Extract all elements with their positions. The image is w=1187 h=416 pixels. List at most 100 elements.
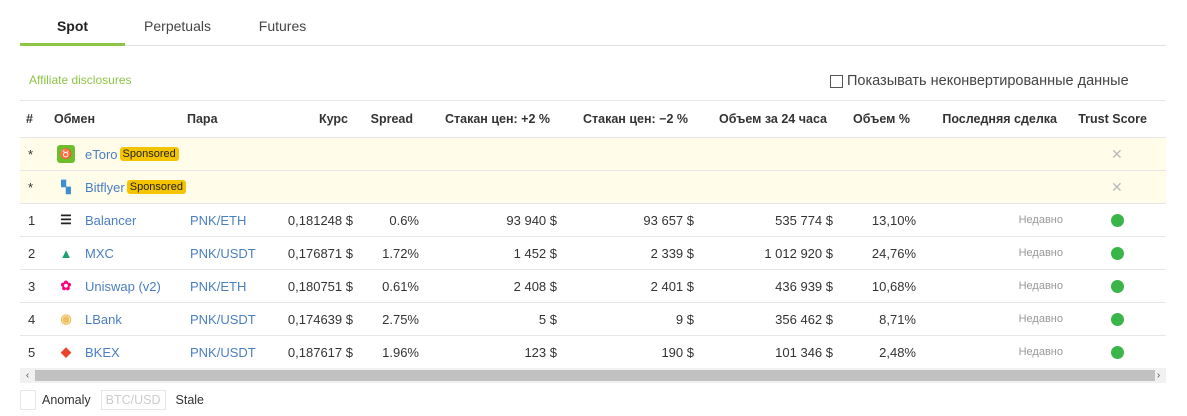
depth-minus-cell: 2 339 $ [650, 245, 694, 261]
spread-cell: 1.72% [382, 245, 419, 261]
show-unconverted-toggle[interactable]: Показывать неконвертированные данные [830, 73, 1129, 89]
scrollbar-thumb[interactable] [35, 370, 1155, 381]
tab-futures[interactable]: Futures [258, 18, 307, 34]
volume-cell: 101 346 $ [775, 344, 833, 360]
uniswap-logo-icon: ✿ [60, 278, 72, 293]
pair-link[interactable]: PNK/ETH [190, 278, 247, 294]
exchange-link[interactable]: Bitflyer [85, 179, 125, 195]
exchange-cell: ◆ BKEX [57, 336, 120, 368]
exchange-link[interactable]: LBank [85, 311, 122, 327]
col-last-trade[interactable]: Последняя сделка [942, 112, 1057, 126]
col-spread[interactable]: Spread [370, 112, 413, 126]
volume-cell: 535 774 $ [775, 212, 833, 228]
table-row[interactable]: 4 ◉ LBank PNK/USDT 0,174639 $ 2.75% 5 $ 9 $ 356 … [20, 303, 1166, 336]
exchange-cell: ♉ eToro Sponsored [57, 138, 179, 170]
tab-perpetuals[interactable]: Perpetuals [144, 18, 211, 34]
spread-cell: 0.61% [382, 278, 419, 294]
row-num: 4 [28, 311, 36, 327]
exchange-cell: ▲ MXC [57, 237, 114, 269]
depth-minus-cell: 190 $ [661, 344, 694, 360]
last-trade-cell: Недавно [1018, 346, 1063, 358]
col-trust-score[interactable]: Trust Score [1078, 112, 1147, 126]
exchange-link[interactable]: eToro [85, 146, 118, 162]
scroll-right-icon[interactable]: › [1156, 370, 1161, 381]
table-row[interactable]: 3 ✿ Uniswap (v2) PNK/ETH 0,180751 $ 0.61% 2 40… [20, 270, 1166, 303]
spread-cell: 0.6% [389, 212, 419, 228]
pair-link[interactable]: PNK/USDT [190, 245, 256, 261]
depth-plus-cell: 2 408 $ [513, 278, 557, 294]
depth-plus-cell: 5 $ [538, 311, 557, 327]
trust-score-dot-icon [1111, 213, 1124, 227]
sponsored-badge: Sponsored [126, 180, 186, 194]
legend-anomaly: Anomaly [42, 393, 91, 407]
volume-pct-cell: 2,48% [879, 344, 916, 360]
trust-score-cell [1111, 237, 1124, 269]
depth-minus-cell: 93 657 $ [643, 212, 694, 228]
last-trade-cell: Недавно [1018, 247, 1063, 259]
legend: Anomaly BTC/USD Stale [20, 390, 214, 410]
bkex-logo-icon: ◆ [61, 344, 71, 359]
scroll-left-icon[interactable]: ‹ [25, 370, 30, 381]
trust-score-dot-icon [1111, 246, 1124, 260]
bitflyer-logo-icon: ▚ [61, 180, 71, 194]
col-depth-minus[interactable]: Стакан цен: −2 % [583, 112, 688, 126]
last-trade-cell: Недавно [1018, 214, 1063, 226]
unconverted-checkbox[interactable] [830, 74, 843, 88]
price-cell: 0,187617 $ [287, 344, 353, 360]
pair-link[interactable]: PNK/USDT [190, 311, 256, 327]
exchange-link[interactable]: Uniswap (v2) [85, 278, 161, 294]
row-num: 1 [28, 212, 36, 228]
depth-minus-cell: 9 $ [675, 311, 694, 327]
table-row[interactable]: 5 ◆ BKEX PNK/USDT 0,187617 $ 1.96% 123 $ 190 $ 1… [20, 336, 1166, 369]
tab-spot[interactable]: Spot [20, 0, 125, 46]
col-exchange[interactable]: Обмен [54, 112, 96, 126]
exchange-cell: ◉ LBank [57, 303, 122, 335]
col-num: # [26, 112, 33, 126]
anomaly-swatch [20, 390, 36, 410]
volume-cell: 1 012 920 $ [764, 245, 833, 261]
close-icon[interactable]: ✕ [1111, 178, 1123, 195]
col-depth-plus[interactable]: Стакан цен: +2 % [445, 112, 550, 126]
close-icon[interactable]: ✕ [1111, 145, 1123, 162]
horizontal-scrollbar[interactable]: ‹ › [20, 368, 1166, 383]
col-price[interactable]: Курс [318, 112, 348, 126]
volume-cell: 356 462 $ [775, 311, 833, 327]
exchange-cell: ☰ Balancer [57, 204, 136, 236]
exchange-link[interactable]: Balancer [85, 212, 137, 228]
legend-stale: Stale [175, 393, 205, 407]
sponsored-badge: Sponsored [119, 147, 179, 161]
trust-score-cell [1111, 270, 1124, 302]
table-header: # Обмен Пара Курс Spread Стакан цен: +2 … [20, 100, 1166, 138]
row-num: 3 [28, 278, 36, 294]
price-cell: 0,174639 $ [287, 311, 353, 327]
mxc-logo-icon: ▲ [59, 245, 73, 261]
row-num: * [28, 146, 34, 162]
table-row[interactable]: 1 ☰ Balancer PNK/ETH 0,181248 $ 0.6% 93 940 $ 9… [20, 204, 1166, 237]
volume-pct-cell: 24,76% [871, 245, 916, 261]
row-num: 5 [28, 344, 36, 360]
affiliate-disclosures-link[interactable]: Affiliate disclosures [29, 73, 132, 87]
volume-pct-cell: 10,68% [871, 278, 916, 294]
sponsored-row[interactable]: * ▚ Bitflyer Sponsored ✕ [20, 171, 1166, 204]
col-volume[interactable]: Объем за 24 часа [718, 112, 827, 126]
spread-cell: 2.75% [382, 311, 419, 327]
sponsored-row[interactable]: * ♉ eToro Sponsored ✕ [20, 138, 1166, 171]
balancer-logo-icon: ☰ [60, 212, 72, 227]
col-volume-pct[interactable]: Объем % [852, 112, 910, 126]
table-row[interactable]: 2 ▲ MXC PNK/USDT 0,176871 $ 1.72% 1 452 $ 2 339… [20, 237, 1166, 270]
depth-plus-cell: 1 452 $ [513, 245, 557, 261]
trust-score-dot-icon [1111, 312, 1124, 326]
exchange-link[interactable]: BKEX [85, 344, 120, 360]
volume-cell: 436 939 $ [775, 278, 833, 294]
exchange-link[interactable]: MXC [85, 245, 114, 261]
exchange-cell: ✿ Uniswap (v2) [57, 270, 161, 302]
col-pair: Пара [187, 112, 218, 126]
row-num: * [28, 179, 34, 195]
price-cell: 0,180751 $ [287, 278, 353, 294]
depth-plus-cell: 93 940 $ [506, 212, 557, 228]
legend-btc-usd: BTC/USD [100, 390, 166, 410]
etoro-logo-icon: ♉ [57, 145, 75, 163]
pair-link[interactable]: PNK/ETH [190, 212, 247, 228]
pair-link[interactable]: PNK/USDT [190, 344, 256, 360]
trust-score-cell [1111, 336, 1124, 368]
